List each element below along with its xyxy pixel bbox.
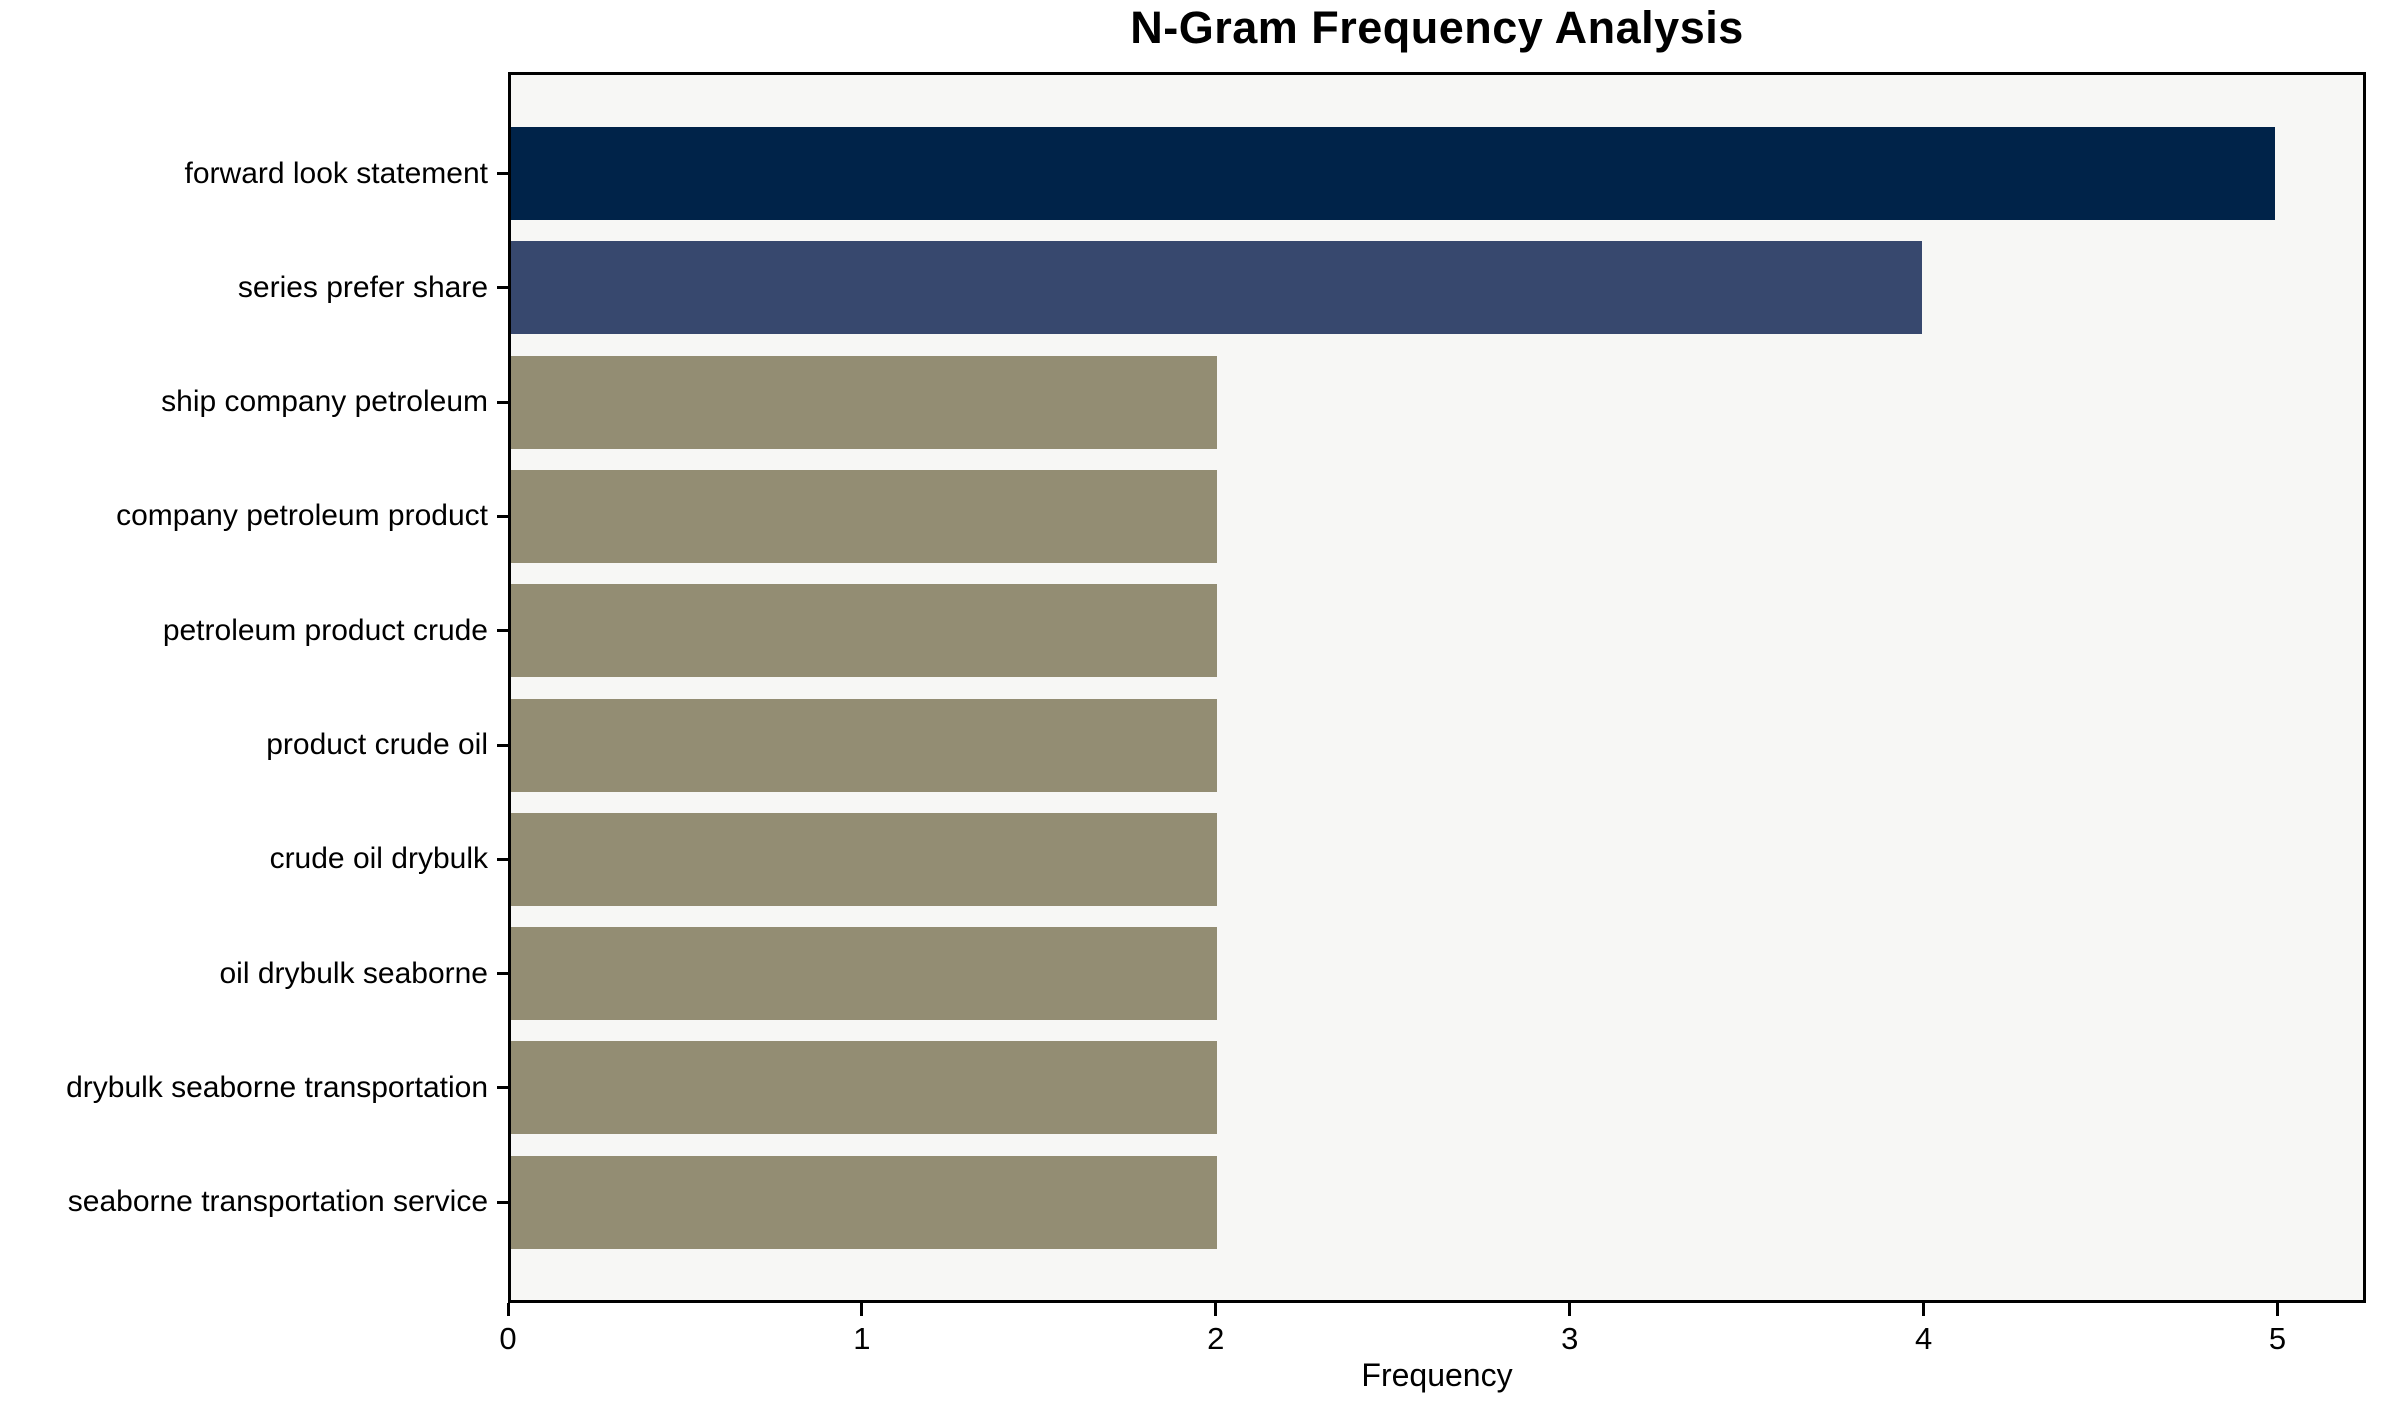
y-tick-label: forward look statement [184,156,488,190]
y-tick-mark [497,857,508,861]
y-tick-row: drybulk seaborne transportation [0,1041,508,1134]
x-tick-mark [1922,1303,1926,1316]
bar [511,127,2275,220]
x-tick-mark [506,1303,510,1316]
y-tick-mark [497,743,508,747]
y-tick-mark [497,172,508,175]
y-tick-row: forward look statement [0,127,508,220]
x-tick-mark [1214,1303,1218,1316]
y-tick-row: company petroleum product [0,470,508,563]
y-tick-mark [497,400,508,404]
plot-area [508,72,2366,1303]
y-tick-row: series prefer share [0,241,508,334]
y-tick-mark [497,1086,508,1090]
x-tick-label: 4 [1914,1321,1933,1356]
y-tick-row: ship company petroleum [0,356,508,449]
y-tick-row: oil drybulk seaborne [0,927,508,1020]
y-tick-mark [497,972,508,976]
x-tick-label: 3 [1561,1321,1579,1356]
y-tick-label: seaborne transportation service [67,1185,488,1219]
x-tick-mark [860,1303,864,1316]
y-tick-row: crude oil drybulk [0,813,508,906]
y-tick-label: ship company petroleum [161,385,488,419]
y-tick-row: product crude oil [0,699,508,792]
x-tick-mark [1568,1303,1572,1316]
bar [511,698,1217,792]
y-tick-mark [497,286,508,290]
y-tick-label: series prefer share [237,270,488,304]
bar [511,1041,1217,1135]
y-axis-labels: forward look statement series prefer shar… [0,75,508,1300]
x-tick-label: 5 [2268,1321,2287,1356]
bar [511,812,1217,906]
y-tick-row: seaborne transportation service [0,1156,508,1249]
y-tick-mark [497,1200,508,1204]
x-axis: 0 1 2 3 4 5 [499,1303,2366,1373]
bar [511,927,1217,1021]
y-tick-label: company petroleum product [116,499,488,533]
bar [511,355,1217,449]
y-tick-label: oil drybulk seaborne [219,956,489,990]
x-tick-label: 2 [1207,1321,1225,1356]
x-tick-label: 0 [499,1321,517,1356]
bar [511,469,1217,563]
y-tick-label: drybulk seaborne transportation [66,1070,488,1104]
x-axis-label: Frequency [1361,1357,1513,1393]
y-tick-mark [497,629,508,633]
bar [511,584,1217,678]
chart-title: N-Gram Frequency Analysis [1130,2,1744,53]
y-tick-label: product crude oil [266,728,488,761]
bar [511,241,1923,335]
y-tick-label: crude oil drybulk [269,842,488,876]
y-tick-row: petroleum product crude [0,584,508,677]
bar [511,1155,1217,1249]
y-tick-label: petroleum product crude [162,613,488,647]
y-tick-mark [497,514,508,518]
x-tick-mark [2276,1303,2280,1316]
x-tick-label: 1 [853,1321,871,1356]
